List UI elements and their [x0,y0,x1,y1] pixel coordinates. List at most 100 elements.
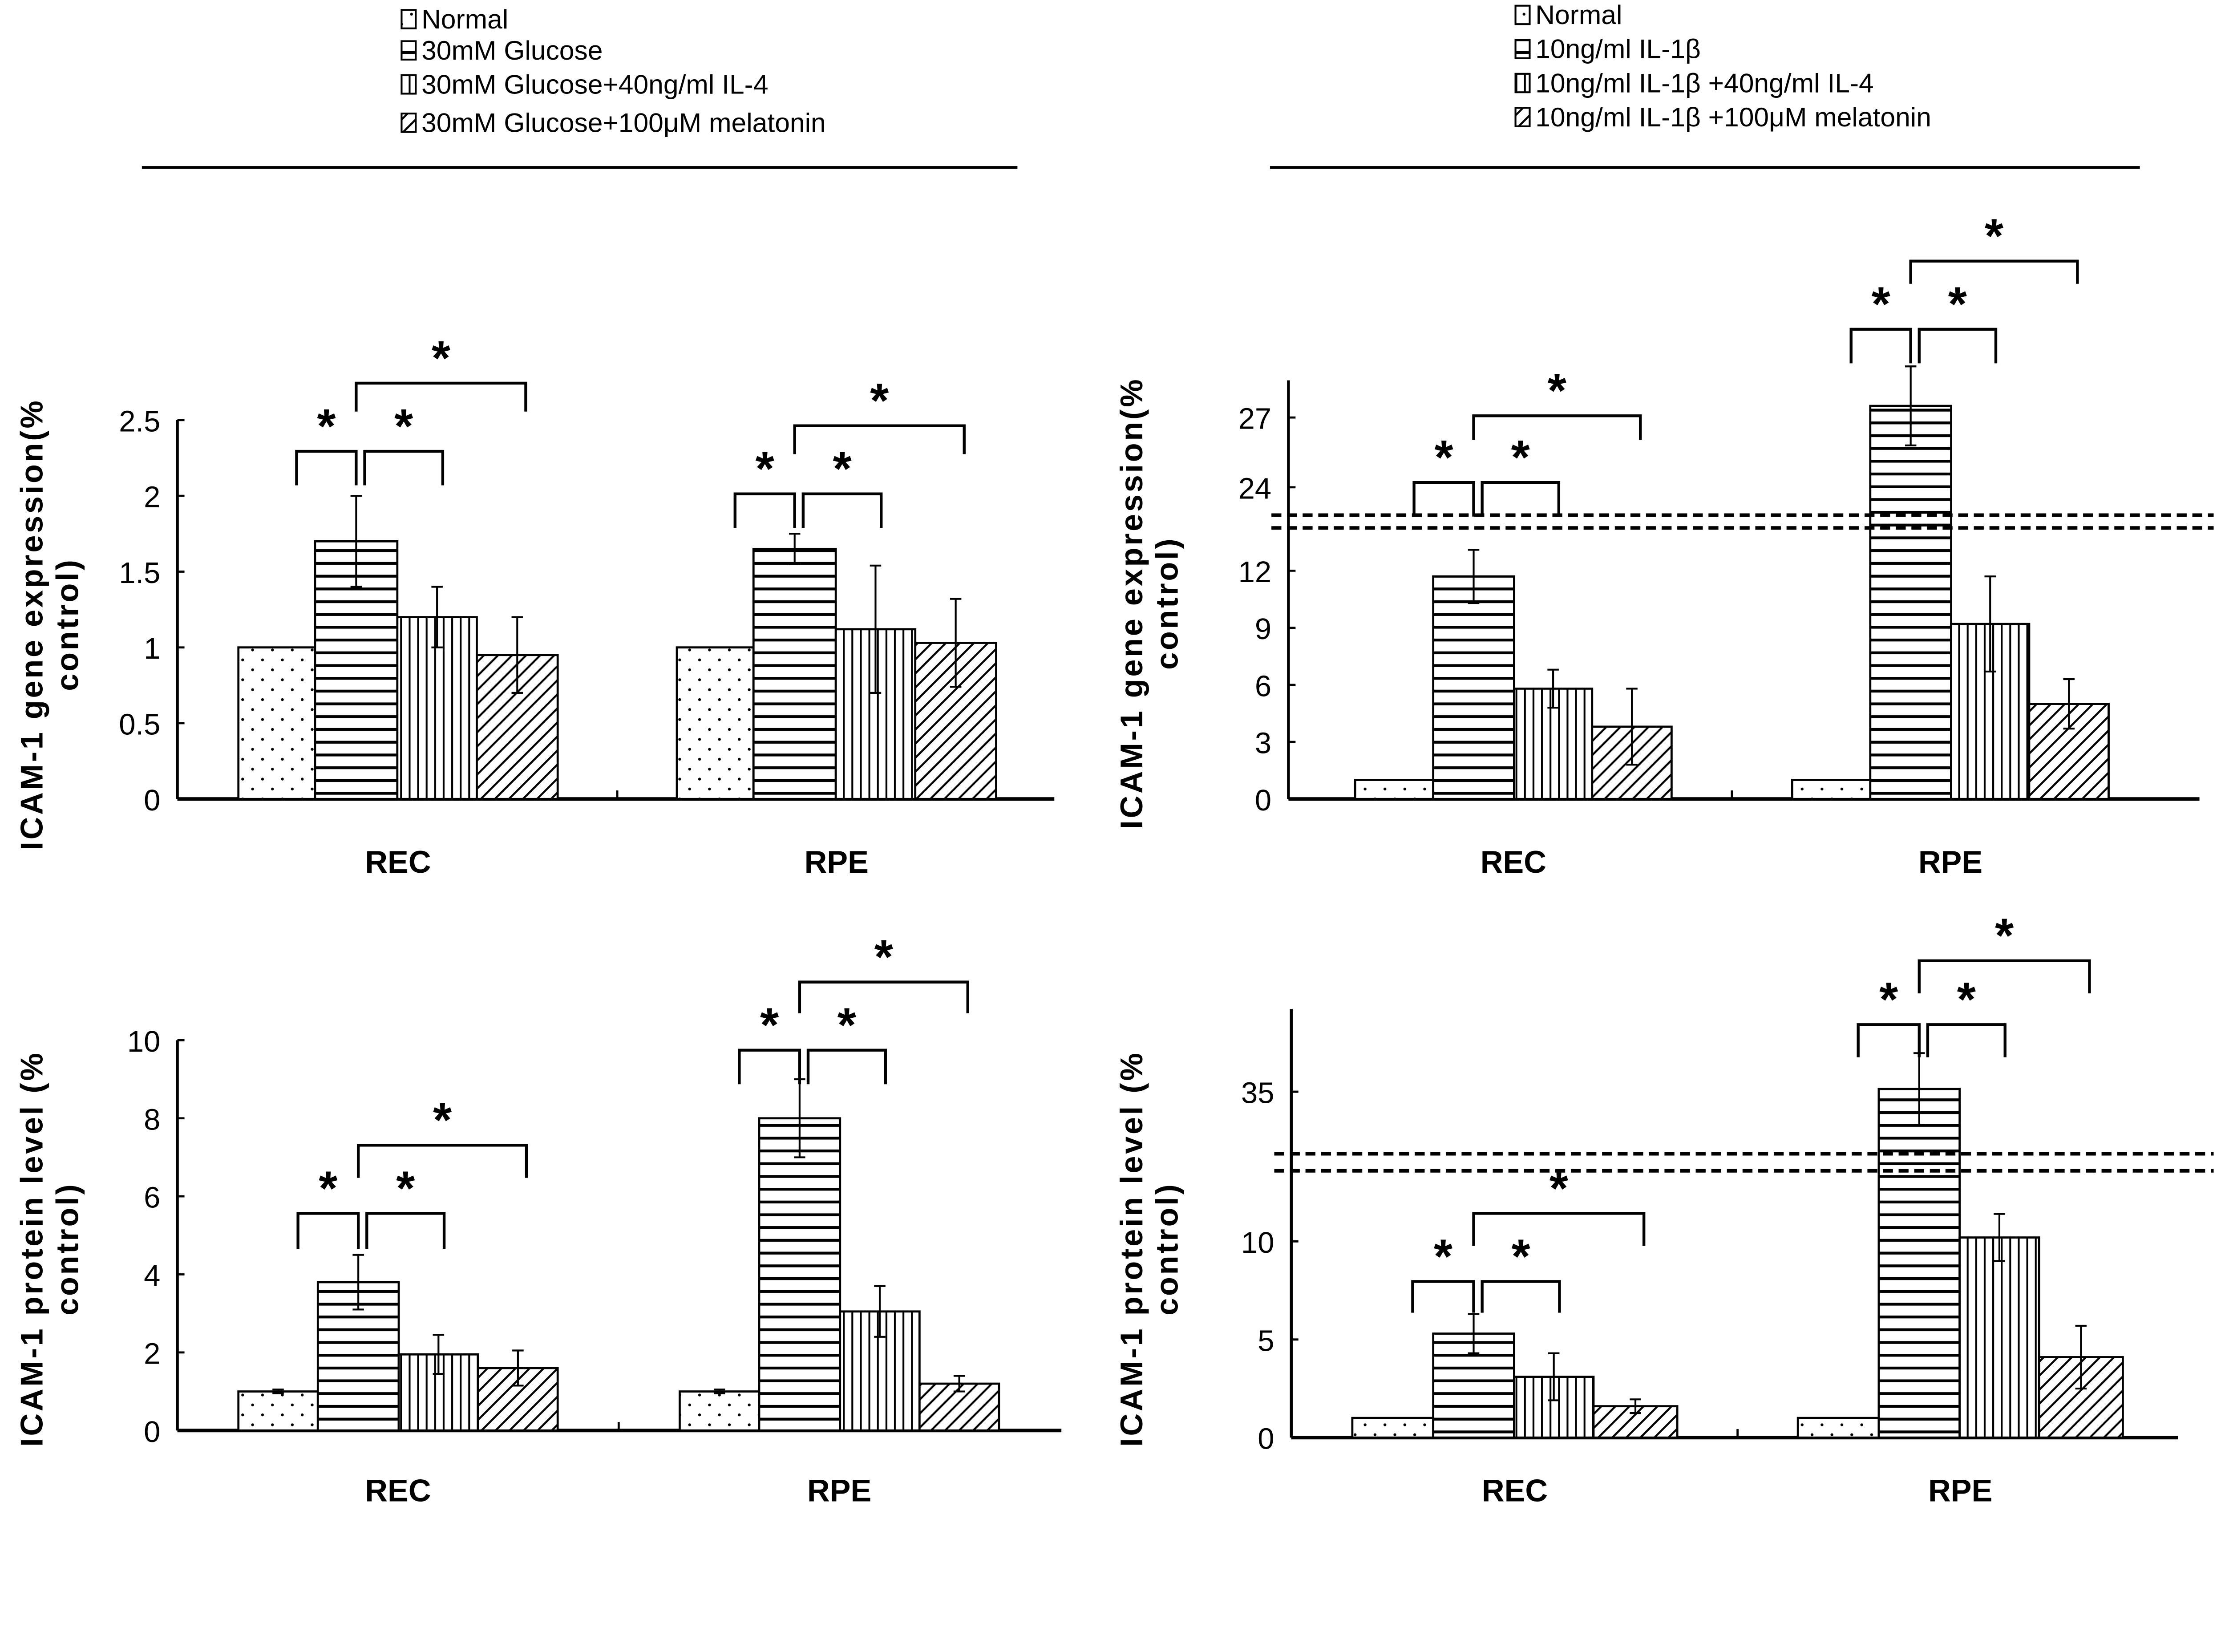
significance-star: * [756,442,775,496]
bar-rec-0 [1354,779,1435,800]
legend-label: 10ng/ml IL-1β +40ng/ml IL-4 [1535,68,1874,98]
y-tick-label: 6 [144,1181,160,1215]
significance-bracket [1472,1212,1646,1246]
x-category-label: REC [365,844,431,879]
y-tick-label: 35 [1241,1077,1274,1110]
panel-gene-il1b: 0 3 6 9 12 24 27 ICAM-1 gene expression(% contro… [1114,209,2214,879]
y-tick-label: 24 [1238,472,1271,505]
significance-star: * [1985,209,2004,263]
bar-rec-2 [396,616,478,800]
significance-bracket [296,1212,360,1249]
significance-bracket [1412,481,1475,517]
y-tick-label: 1 [144,632,160,665]
y-tick-label: 10 [1241,1226,1274,1259]
legend-label: 30mM Glucose [421,35,603,65]
y-tick-label: 8 [144,1103,160,1136]
bar-rpe-1 [1869,405,1952,800]
y-tick-label: 12 [1238,555,1271,589]
significance-star: * [433,1093,452,1147]
legend-swatch-dots [1514,4,1531,25]
significance-star: * [1511,1229,1530,1283]
x-category-label: REC [365,1473,431,1508]
legend-label: Normal [1535,0,1622,30]
y-tick-label: 0 [144,1415,160,1449]
bar-rpe-1 [752,547,837,800]
significance-bracket [1481,481,1561,517]
bar-rpe-1 [1877,1088,1961,1439]
y-axis-label: control) [1149,537,1185,670]
y-axis-label: control) [49,1182,85,1315]
y-tick-label: 3 [1255,727,1271,760]
significance-star: * [319,1161,338,1215]
significance-star: * [317,399,336,453]
panel-gene-glucose: 0 0.5 1 1.5 2 2.5 ICAM-1 gene expression(% cont… [14,331,1055,879]
significance-bracket [1926,1023,2007,1057]
y-axis-label: control) [1149,1182,1185,1315]
significance-star: * [833,442,852,496]
significance-star: * [1434,1229,1453,1283]
legend-swatch-dots [400,9,417,29]
legend-right: Normal 10ng/ml IL-1β 10ng/ml IL-1β +40ng/m… [1514,0,1931,132]
significance-bracket [1909,259,2079,284]
bar-rpe-0 [1791,779,1872,800]
significance-bracket [363,449,445,486]
legend-label: 10ng/ml IL-1β +100μM melatonin [1535,102,1931,132]
y-axis-label: control) [49,558,85,691]
bar-rec-3 [476,654,559,800]
y-tick-label: 0 [1255,784,1271,817]
significance-bracket [356,1144,528,1178]
bar-rpe-3 [918,1382,1000,1432]
y-tick-label: 5 [1258,1324,1274,1357]
legend-label: 30mM Glucose+40ng/ml IL-4 [421,69,768,99]
legend-label: Normal [421,4,508,34]
significance-bracket [738,1049,801,1085]
legend-swatch-horizontal [1514,39,1531,59]
y-tick-label: 27 [1238,402,1271,436]
significance-bracket [1472,414,1642,440]
significance-star: * [1872,277,1891,331]
significance-star: * [1511,430,1530,484]
y-tick-label: 2 [144,1337,160,1370]
bar-rpe-2 [1958,1236,2040,1439]
significance-star: * [1995,909,2014,963]
y-tick-label: 2.5 [119,405,160,438]
legend-swatch-diagonal [400,113,417,133]
legend-swatch-horizontal [400,40,417,61]
bar-rpe-0 [1796,1417,1880,1439]
significance-star: * [1879,972,1898,1026]
bar-rec-0 [237,1390,319,1432]
bar-rpe-1 [758,1117,841,1432]
significance-bracket [355,381,527,412]
significance-star: * [870,373,889,427]
legend-label: 10ng/ml IL-1β [1535,34,1701,64]
y-tick-label: 4 [144,1259,160,1292]
significance-star: * [396,1161,415,1215]
legend-swatch-vertical [1514,73,1531,93]
significance-bracket [1857,1023,1921,1057]
significance-star: * [1957,972,1976,1026]
x-category-label: RPE [1918,844,1982,879]
significance-bracket [1849,328,1912,364]
legend-swatch-diagonal [1514,107,1531,127]
significance-bracket [798,980,969,1013]
significance-bracket [1918,959,2091,994]
y-tick-label: 2 [144,481,160,514]
significance-bracket [806,1049,887,1085]
x-category-label: REC [1481,844,1546,879]
bar-rpe-0 [676,646,755,800]
legend-swatch-vertical [400,74,417,95]
significance-bracket [1481,1280,1561,1313]
significance-star: * [394,399,413,453]
x-category-label: RPE [1928,1473,1992,1508]
bar-rpe-0 [679,1390,761,1432]
y-tick-label: 0 [1258,1422,1274,1456]
significance-bracket [793,424,966,454]
significance-bracket [1918,328,1998,364]
significance-bracket [295,449,358,486]
significance-star: * [874,930,894,984]
x-category-label: RPE [807,1473,871,1508]
significance-star: * [1548,364,1567,417]
y-tick-label: 10 [127,1025,160,1058]
y-tick-label: 1.5 [119,556,160,590]
